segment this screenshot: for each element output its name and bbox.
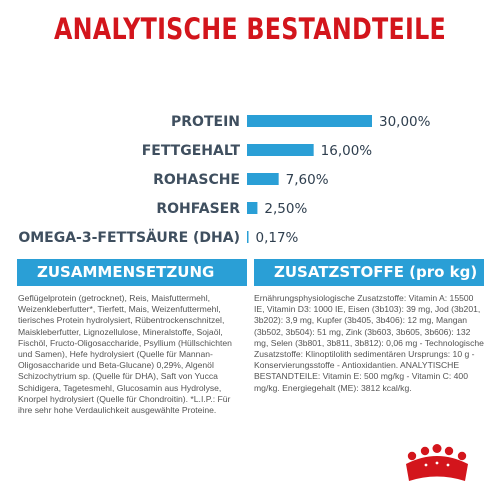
bar <box>247 231 249 243</box>
composition-text: Geflügelprotein (getrocknet), Reis, Mais… <box>18 293 232 416</box>
category-label: PROTEIN <box>171 114 240 130</box>
value-label: 0,17% <box>256 230 299 246</box>
category-label: ROHASCHE <box>153 172 240 188</box>
bar <box>247 202 258 214</box>
bar <box>247 173 279 185</box>
nutrient-bar-chart: PROTEIN 30,00% FETTGEHALT 16,00% ROHASCHE 7,6… <box>18 114 431 246</box>
additives-header: ZUSATZSTOFFE (pro kg) <box>254 259 484 286</box>
value-label: 7,60% <box>286 172 329 188</box>
page-title: ANALYTISCHE BESTANDTEILE <box>54 12 446 46</box>
bar <box>247 144 314 156</box>
category-label: ROHFASER <box>156 201 240 217</box>
category-label: OMEGA-3-FETTSÄURE (DHA) <box>18 229 240 246</box>
composition-header: ZUSAMMENSETZUNG <box>17 259 247 286</box>
value-label: 2,50% <box>264 201 307 217</box>
additives-text: Ernährungsphysiologische Zusatzstoffe: V… <box>254 293 484 393</box>
bar <box>247 115 372 127</box>
crown-logo-icon <box>406 444 468 481</box>
value-label: 30,00% <box>379 114 431 130</box>
value-label: 16,00% <box>321 143 373 159</box>
category-label: FETTGEHALT <box>142 143 241 159</box>
